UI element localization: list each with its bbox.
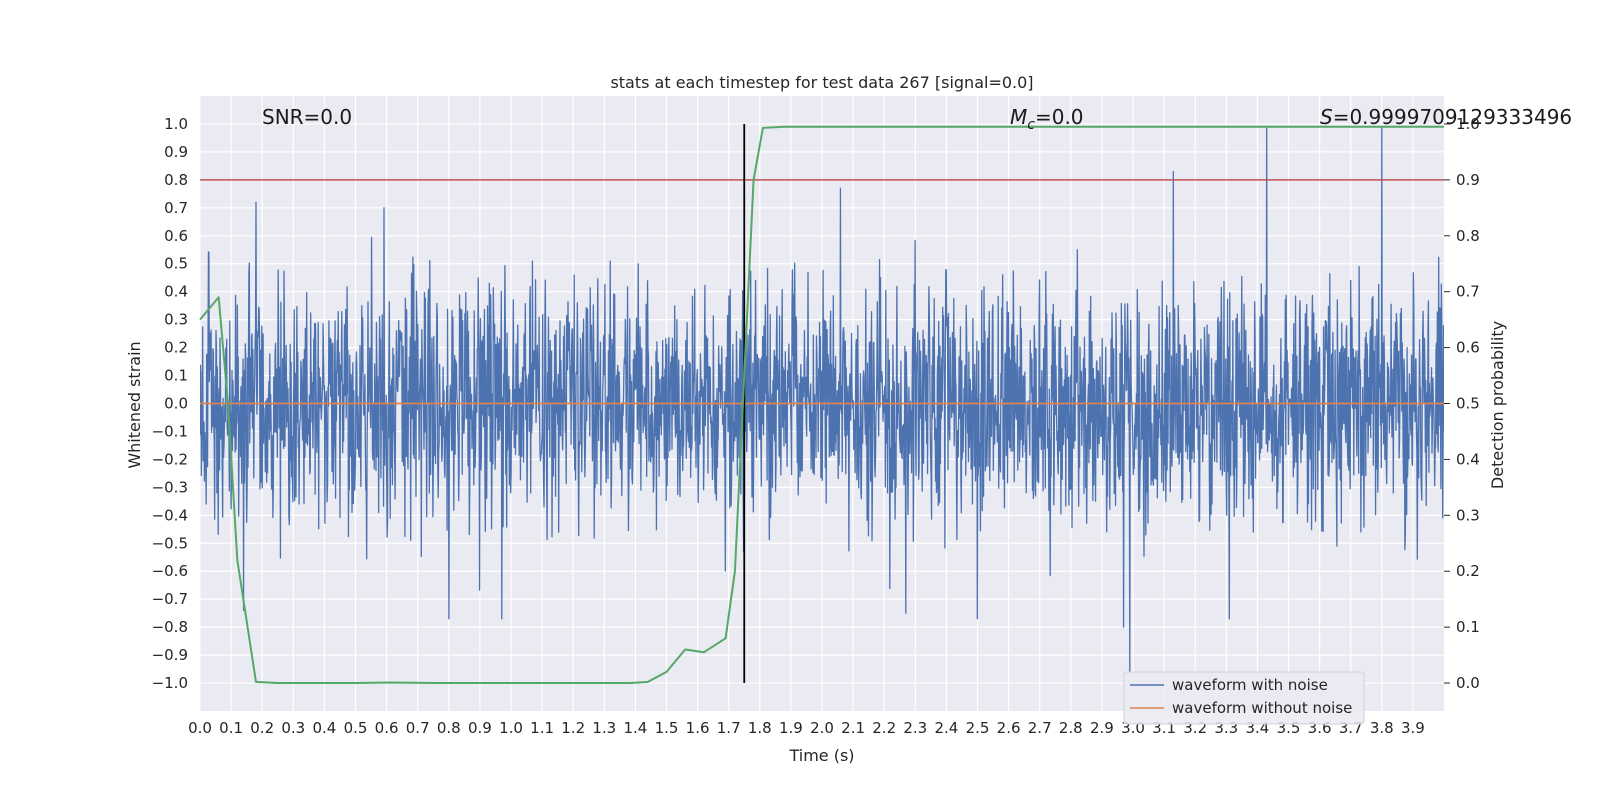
x-tick-label: 2.6: [997, 719, 1021, 737]
y-tick-label: 0.3: [164, 311, 188, 329]
y-tick-labels: 1.0 0.9 0.8 0.7 0.6 0.5 0.4 0.3 0.2 0.1 0.0 −0.1 −0.…: [152, 115, 188, 692]
y-tick-label: 0.7: [164, 199, 188, 217]
x-tick-label: 1.4: [623, 719, 647, 737]
y2-axis-title: Detection probability: [1488, 321, 1507, 489]
x-tick-label: 2.2: [872, 719, 896, 737]
score-annotation: S=0.9999709129333496: [1320, 105, 1572, 129]
chart-title: stats at each timestep for test data 267…: [610, 73, 1033, 92]
x-tick-label: 2.3: [903, 719, 927, 737]
x-tick-label: 0.1: [219, 719, 243, 737]
x-tick-label: 1.9: [779, 719, 803, 737]
y-tick-label: 0.0: [164, 395, 188, 413]
y-tick-label: 0.8: [164, 171, 188, 189]
y2-tick-label: 0.9: [1456, 171, 1480, 189]
y-axis-title: Whitened strain: [125, 341, 144, 468]
x-tick-label: 0.3: [281, 719, 305, 737]
y-tick-label: −0.7: [152, 590, 188, 608]
y-tick-label: −0.5: [152, 534, 188, 552]
x-tick-label: 2.8: [1059, 719, 1083, 737]
x-tick-label: 0.5: [344, 719, 368, 737]
x-tick-label: 1.2: [561, 719, 585, 737]
reference-lines: [199, 123, 1444, 685]
snr-annotation: SNR=0.0: [262, 105, 352, 129]
y-tick-label: −0.9: [152, 646, 188, 664]
y2-tick-label: 0.3: [1456, 506, 1480, 524]
x-tick-label: 0.8: [437, 719, 461, 737]
y-tick-label: 0.9: [164, 143, 188, 161]
y-tick-label: −0.1: [152, 422, 188, 440]
x-axis-title: Time (s): [788, 746, 854, 765]
y2-tick-label: 0.6: [1456, 339, 1480, 357]
x-tick-label: 0.4: [312, 719, 336, 737]
x-tick-label: 3.8: [1370, 719, 1394, 737]
x-tick-label: 1.3: [592, 719, 616, 737]
y-tick-label: −0.2: [152, 450, 188, 468]
x-tick-label: 2.7: [1028, 719, 1052, 737]
y2-tick-label: 0.1: [1456, 618, 1480, 636]
series-detection-probability: [199, 125, 1444, 685]
y2-tick-label: 0.0: [1456, 674, 1480, 692]
x-tick-label: 1.6: [686, 719, 710, 737]
x-tick-label: 2.1: [841, 719, 865, 737]
x-tick-label: 0.9: [468, 719, 492, 737]
y-tick-label: 0.4: [164, 283, 188, 301]
y2-tick-label: 0.8: [1456, 227, 1480, 245]
x-tick-label: 0.0: [188, 719, 212, 737]
x-tick-label: 1.7: [717, 719, 741, 737]
chirp-mass-annotation: Mc=0.0: [1010, 105, 1084, 133]
y-tick-label: 0.5: [164, 255, 188, 273]
y-tick-label: −0.3: [152, 478, 188, 496]
series-layer: [200, 126, 1444, 673]
y2-tick-labels: 1.0 0.9 0.8 0.7 0.6 0.5 0.4 0.3 0.2 0.1 0.0: [1444, 115, 1480, 692]
y-tick-label: 0.6: [164, 227, 188, 245]
legend-label-clean: waveform without noise: [1172, 699, 1352, 717]
y-tick-label: 0.2: [164, 339, 188, 357]
x-tick-label: 1.5: [655, 719, 679, 737]
x-tick-label: 1.0: [499, 719, 523, 737]
y-tick-label: −0.4: [152, 506, 188, 524]
legend-label-noise: waveform with noise: [1172, 676, 1328, 694]
x-tick-label: 1.1: [530, 719, 554, 737]
y2-tick-label: 0.4: [1456, 450, 1480, 468]
y2-tick-label: 0.7: [1456, 283, 1480, 301]
x-tick-label: 0.2: [250, 719, 274, 737]
y2-tick-label: 1.0: [1456, 115, 1480, 133]
y-tick-label: −1.0: [152, 674, 188, 692]
x-tick-label: 2.4: [934, 719, 958, 737]
y2-tick-label: 0.2: [1456, 562, 1480, 580]
series-waveform-with-noise: [200, 126, 1444, 673]
legend-box: [1123, 671, 1365, 725]
x-tick-label: 2.0: [810, 719, 834, 737]
y2-tick-label: 0.5: [1456, 395, 1480, 413]
legend: waveform with noise waveform without noi…: [1123, 671, 1365, 725]
x-tick-label: 3.9: [1401, 719, 1425, 737]
y-tick-label: 0.1: [164, 367, 188, 385]
y-tick-label: 1.0: [164, 115, 188, 133]
y-tick-label: −0.8: [152, 618, 188, 636]
x-tick-label: 2.5: [966, 719, 990, 737]
x-tick-label: 0.6: [375, 719, 399, 737]
x-tick-label: 2.9: [1090, 719, 1114, 737]
x-tick-label: 1.8: [748, 719, 772, 737]
x-tick-label: 0.7: [406, 719, 430, 737]
y-tick-label: −0.6: [152, 562, 188, 580]
